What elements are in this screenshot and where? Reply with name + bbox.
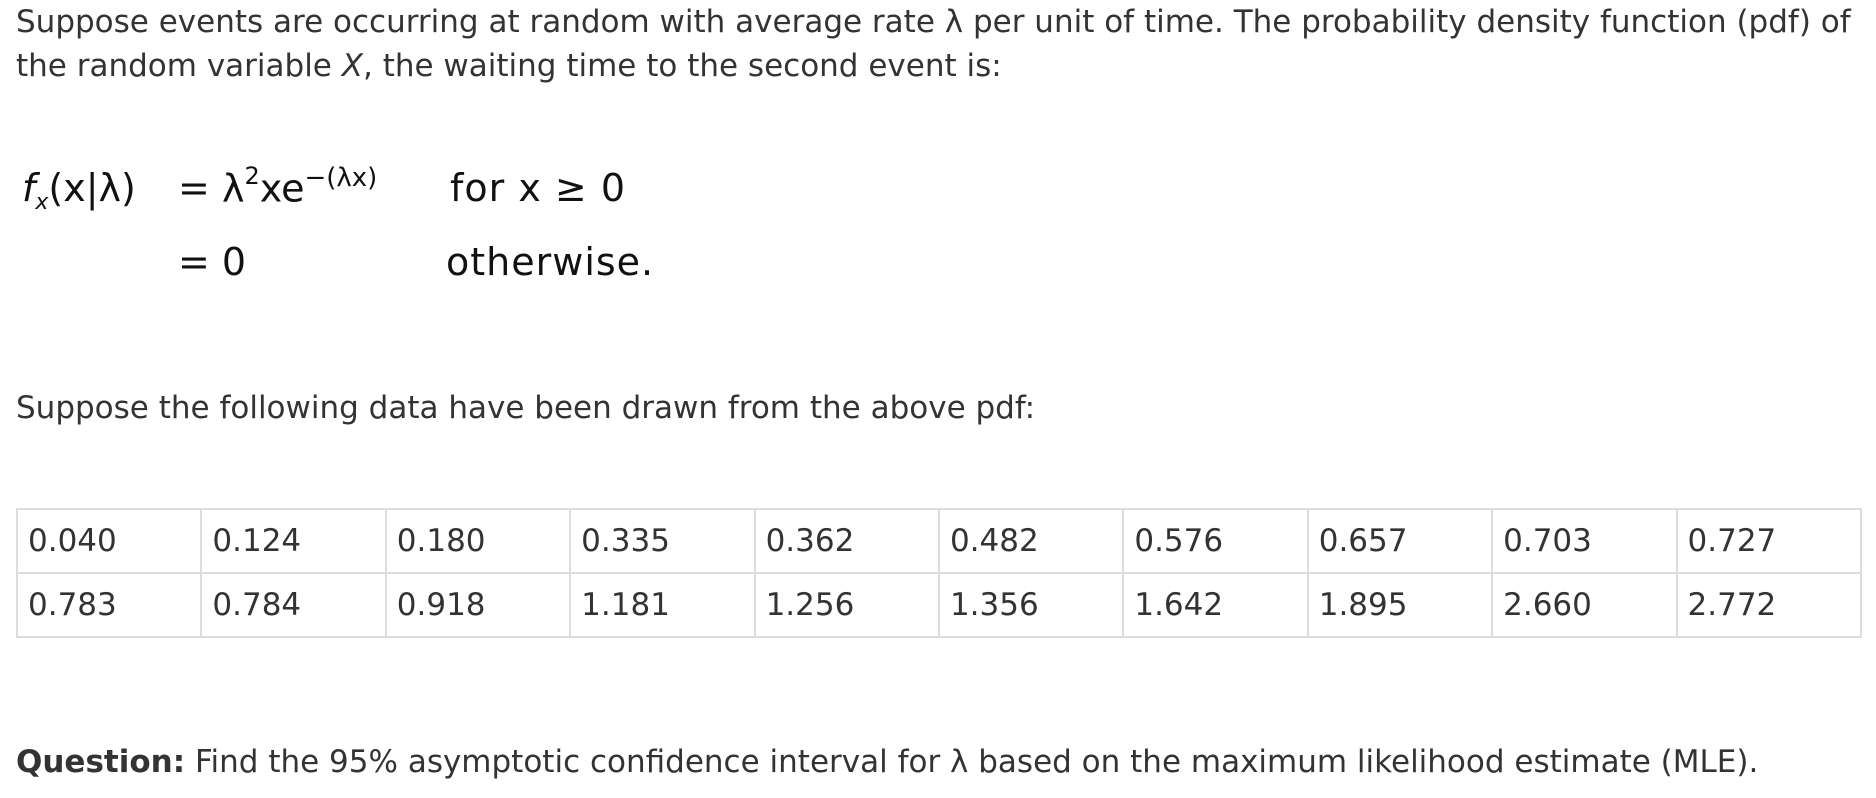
table-cell: 0.124 bbox=[200, 508, 387, 574]
pdf-formula: fx(x|λ) = λ2xe−(λx) for x ≥ 0 = 0 otherw… bbox=[0, 0, 760, 320]
formula-rhs-1: λ2xe−(λx) bbox=[222, 162, 378, 211]
formula-subscript: x bbox=[35, 190, 49, 215]
table-cell: 0.335 bbox=[569, 508, 756, 574]
table-cell: 2.772 bbox=[1675, 572, 1863, 638]
table-cell: 0.783 bbox=[15, 572, 203, 638]
table-row: 0.783 0.784 0.918 1.181 1.256 1.356 1.64… bbox=[15, 572, 1863, 638]
table-cell: 1.642 bbox=[1122, 572, 1309, 638]
table-cell: 0.040 bbox=[15, 508, 203, 574]
data-table: 0.040 0.124 0.180 0.335 0.362 0.482 0.57… bbox=[15, 508, 1863, 638]
table-cell: 2.660 bbox=[1491, 572, 1678, 638]
intro-variable: X bbox=[341, 48, 363, 84]
question-text: Find the 95% asymptotic confidence inter… bbox=[185, 744, 1759, 780]
intro-text-1: Suppose events are occurring at random w… bbox=[16, 4, 1851, 84]
formula-condition-1: for x ≥ 0 bbox=[450, 166, 626, 210]
table-cell: 1.256 bbox=[753, 572, 940, 638]
table-cell: 1.181 bbox=[569, 572, 756, 638]
formula-lhs: fx(x|λ) bbox=[22, 166, 136, 215]
formula-exponent: −(λx) bbox=[304, 162, 378, 193]
formula-condition-2: otherwise. bbox=[446, 240, 655, 284]
table-cell: 0.180 bbox=[384, 508, 572, 574]
formula-f: f bbox=[22, 166, 36, 210]
table-cell: 1.356 bbox=[937, 572, 1125, 638]
intro-text-2: , the waiting time to the second event i… bbox=[362, 48, 1002, 84]
table-row: 0.040 0.124 0.180 0.335 0.362 0.482 0.57… bbox=[15, 508, 1863, 574]
table-cell: 0.362 bbox=[753, 508, 940, 574]
data-intro-text: Suppose the following data have been dra… bbox=[16, 390, 1036, 426]
formula-equals-1: = bbox=[178, 166, 210, 210]
intro-paragraph: Suppose events are occurring at random w… bbox=[16, 0, 1856, 88]
table-cell: 0.703 bbox=[1491, 508, 1678, 574]
question-paragraph: Question: Find the 95% asymptotic confid… bbox=[16, 740, 1758, 784]
formula-xe: xe bbox=[259, 166, 305, 211]
formula-equals-zero: = 0 bbox=[178, 240, 247, 284]
table-cell: 1.895 bbox=[1306, 572, 1494, 638]
table-cell: 0.482 bbox=[937, 508, 1125, 574]
table-cell: 0.657 bbox=[1306, 508, 1494, 574]
formula-power: 2 bbox=[244, 162, 260, 190]
table-cell: 0.576 bbox=[1122, 508, 1309, 574]
table-cell: 0.727 bbox=[1675, 508, 1863, 574]
question-label: Question: bbox=[16, 744, 186, 780]
formula-lambda: λ bbox=[222, 166, 245, 211]
table-cell: 0.918 bbox=[384, 572, 572, 638]
formula-args: (x|λ) bbox=[48, 166, 136, 210]
table-cell: 0.784 bbox=[200, 572, 387, 638]
